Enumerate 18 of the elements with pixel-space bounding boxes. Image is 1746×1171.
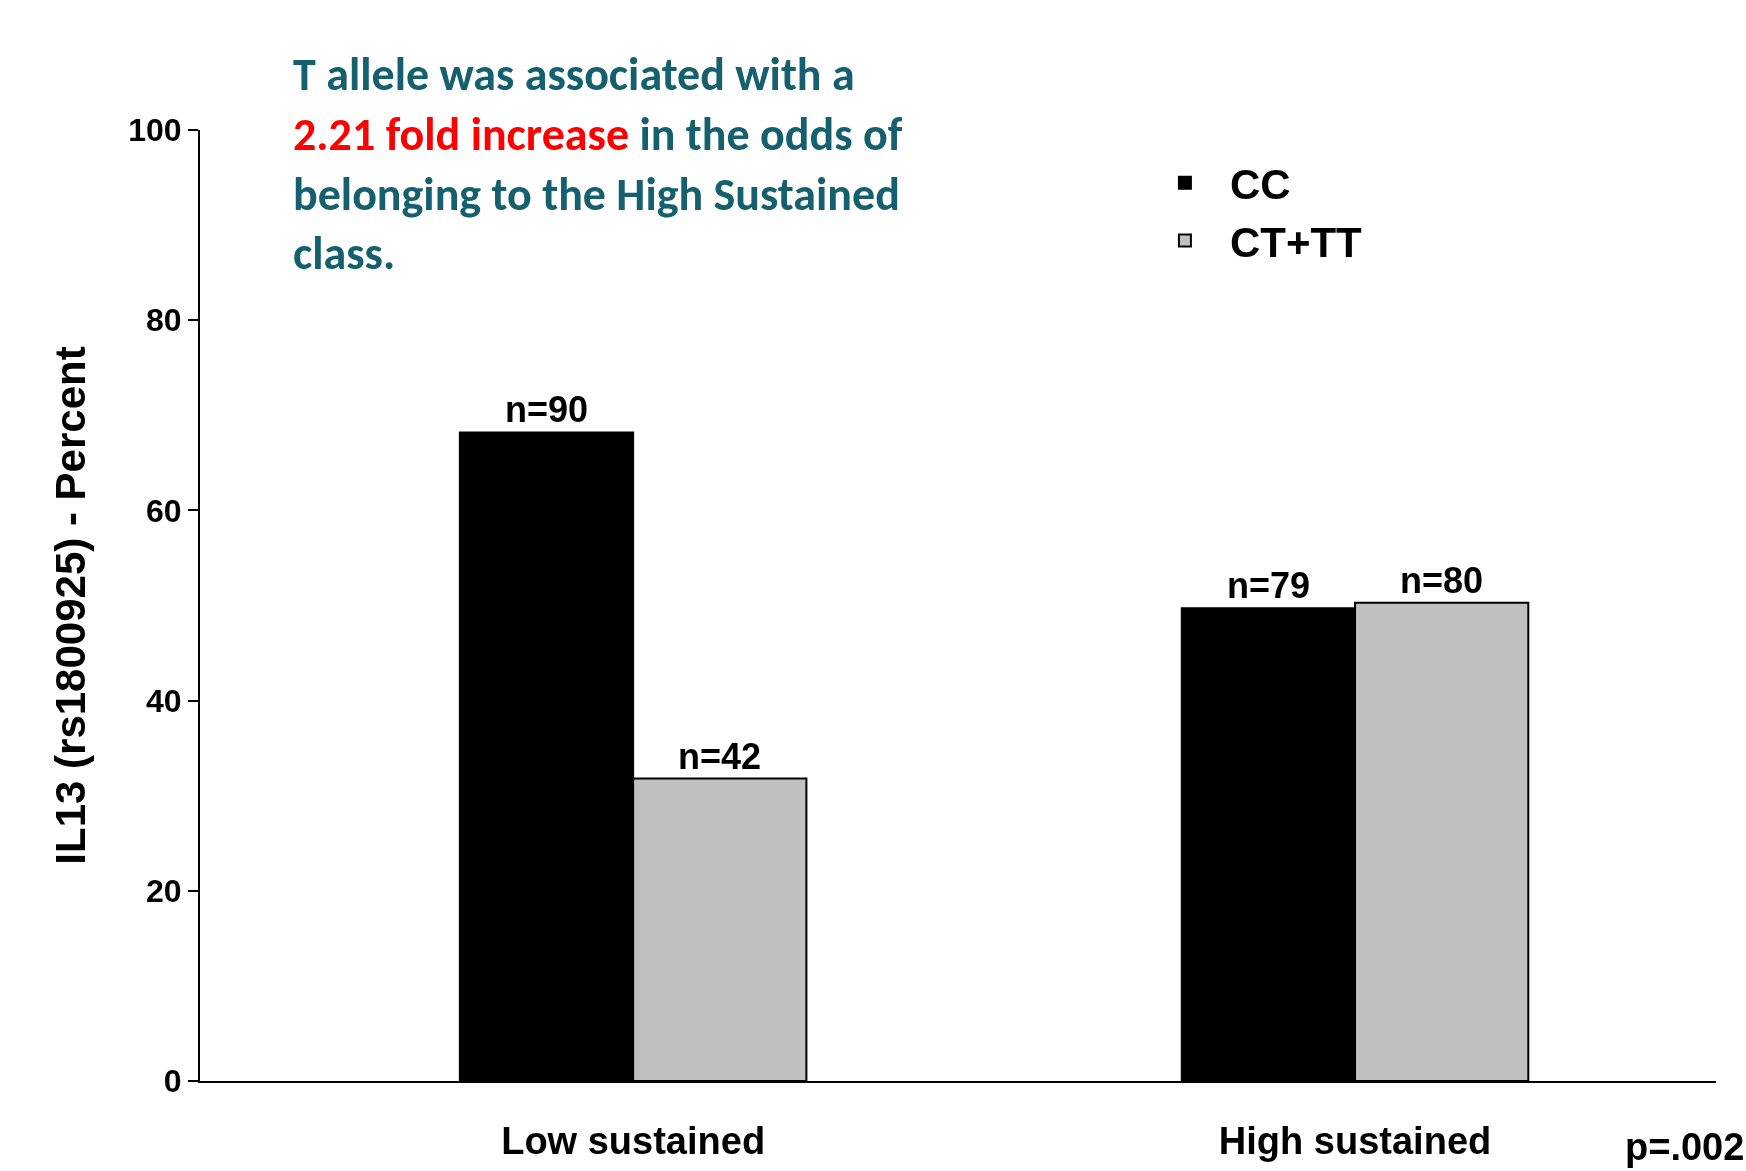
y-tick-label: 20 xyxy=(146,873,182,909)
y-tick-label: 60 xyxy=(146,492,182,529)
annotation: n=79 xyxy=(1227,565,1311,606)
x-tick-label: High sustained xyxy=(1218,1119,1492,1162)
annotation: n=42 xyxy=(678,736,762,777)
annotation: n=90 xyxy=(505,389,589,430)
y-tick-label: 100 xyxy=(128,112,182,149)
y-axis-title: IL13 (rs1800925) - Percent xyxy=(46,346,94,865)
legend-label: CC xyxy=(1229,161,1291,209)
y-tick-label: 0 xyxy=(163,1063,182,1100)
annotation: 2.21 fold increase xyxy=(293,105,630,162)
x-tick-label: Low sustained xyxy=(501,1119,766,1162)
y-tick-label: 40 xyxy=(146,682,182,719)
annotation: n=80 xyxy=(1400,560,1484,601)
text: T allele was associated with a xyxy=(293,46,855,102)
legend-label: CT+TT xyxy=(1229,218,1363,266)
text: p=.002 xyxy=(1625,1126,1745,1168)
y-tick-label: 80 xyxy=(146,302,182,339)
